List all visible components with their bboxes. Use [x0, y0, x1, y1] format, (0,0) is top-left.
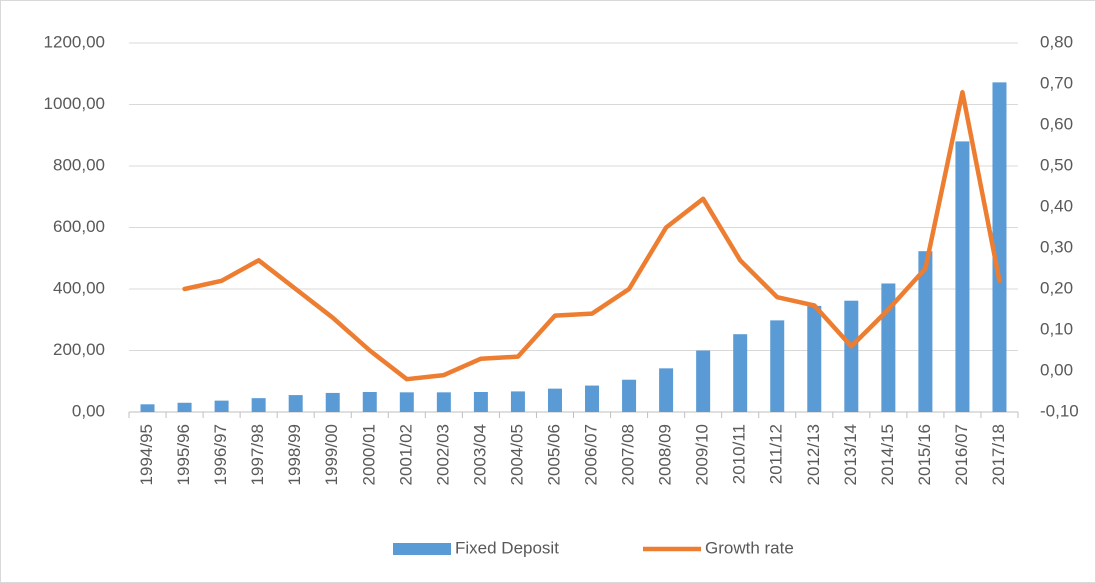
legend-swatch — [393, 543, 451, 555]
x-tick-label: 1998/99 — [285, 424, 304, 485]
y2-tick-label: 0,50 — [1040, 155, 1073, 174]
line — [182, 89, 1002, 382]
y2-tick-label: 0,20 — [1040, 278, 1073, 297]
bar — [510, 391, 525, 412]
y2-tick-label: 0,70 — [1040, 73, 1073, 92]
bar — [177, 402, 192, 412]
x-tick-label: 2016/07 — [952, 424, 971, 485]
bar — [733, 334, 748, 412]
bar — [844, 300, 859, 412]
y2-tick-label: 0,80 — [1040, 32, 1073, 51]
y2-tick-label: -0,10 — [1040, 401, 1079, 420]
bar — [251, 398, 266, 412]
x-tick-label: 2005/06 — [544, 424, 563, 485]
x-tick-label: 2015/16 — [915, 424, 934, 485]
x-tick-label: 2013/14 — [841, 424, 860, 485]
bar — [436, 392, 451, 412]
x-tick-label: 2002/03 — [433, 424, 452, 485]
bar — [325, 392, 340, 412]
bar — [659, 368, 674, 412]
bar — [622, 379, 637, 412]
x-tick-label: 1997/98 — [248, 424, 267, 485]
bar — [807, 305, 822, 412]
x-tick-label: 2008/09 — [656, 424, 675, 485]
y-tick-label: 400,00 — [53, 278, 105, 297]
y2-tick-label: 0,40 — [1040, 196, 1073, 215]
y-tick-label: 0,00 — [72, 401, 105, 420]
legend-label: Growth rate — [705, 538, 794, 557]
y2-tick-label: 0,60 — [1040, 114, 1073, 133]
bar — [770, 320, 785, 412]
y-tick-label: 600,00 — [53, 217, 105, 236]
x-tick-label: 2017/18 — [989, 424, 1008, 485]
x-tick-label: 2003/04 — [470, 424, 489, 485]
bar — [140, 404, 155, 412]
bar — [696, 350, 711, 412]
y2-tick-label: 0,00 — [1040, 360, 1073, 379]
x-tick-label: 2004/05 — [507, 424, 526, 485]
legend-label: Fixed Deposit — [455, 538, 559, 557]
x-tick-label: 2007/08 — [619, 424, 638, 485]
bar — [362, 392, 377, 412]
x-tick-label: 2000/01 — [359, 424, 378, 485]
x-tick-label: 2006/07 — [582, 424, 601, 485]
x-tick-label: 1994/95 — [137, 424, 156, 485]
x-tick-label: 2001/02 — [396, 424, 415, 485]
bar — [399, 392, 414, 412]
x-tick-label: 1996/97 — [211, 424, 230, 485]
x-tick-label: 1999/00 — [322, 424, 341, 485]
y2-tick-label: 0,10 — [1040, 319, 1073, 338]
bar — [955, 141, 970, 412]
bar — [992, 82, 1007, 413]
x-tick-label: 2009/10 — [693, 424, 712, 485]
y-tick-label: 200,00 — [53, 340, 105, 359]
y-tick-label: 1200,00 — [44, 32, 105, 51]
bar — [585, 385, 600, 412]
bar — [473, 392, 488, 412]
y2-tick-label: 0,30 — [1040, 237, 1073, 256]
bar — [918, 251, 933, 412]
x-tick-label: 1995/96 — [174, 424, 193, 485]
x-tick-label: 2010/11 — [730, 424, 749, 484]
y-tick-label: 800,00 — [53, 155, 105, 174]
x-tick-label: 2014/15 — [878, 424, 897, 485]
x-tick-label: 2012/13 — [804, 424, 823, 485]
y-tick-label: 1000,00 — [44, 94, 105, 113]
bar — [288, 395, 303, 412]
x-tick-label: 2011/12 — [767, 424, 786, 484]
bar — [547, 388, 562, 412]
bar — [214, 400, 229, 412]
